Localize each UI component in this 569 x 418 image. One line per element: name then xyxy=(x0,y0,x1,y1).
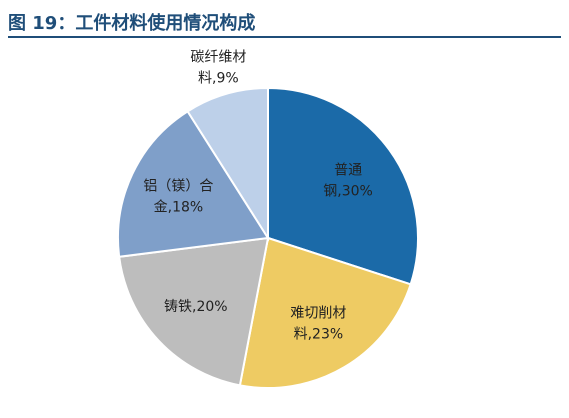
pie-label-line: 碳纤维材 xyxy=(190,50,246,66)
pie-label-line: 料,23% xyxy=(294,327,344,343)
figure-header: 图 19：工件材料使用情况构成 xyxy=(8,6,561,38)
pie-label-3: 铝（镁）合金,18% xyxy=(143,178,213,215)
pie-chart-svg: 普通钢,30% 难切削材料,23% 铸铁,20% 铝（镁）合金,18% 碳纤维材料,9% xyxy=(117,50,419,389)
pie-label-line: 铸铁,20% xyxy=(164,299,228,315)
figure-title: 图 19：工件材料使用情况构成 xyxy=(8,13,256,34)
pie-label-line: 铝（镁）合 xyxy=(143,178,213,194)
pie-label-line: 金,18% xyxy=(154,199,204,215)
pie-label-4: 碳纤维材料,9% xyxy=(190,50,246,87)
pie-label-0: 普通钢,30% xyxy=(323,162,373,199)
pie-label-line: 普通 xyxy=(334,162,362,178)
pie-label-1: 难切削材料,23% xyxy=(290,306,346,343)
pie-slice-3 xyxy=(117,109,270,258)
pie-chart: 普通钢,30% 难切削材料,23% 铸铁,20% 铝（镁）合金,18% 碳纤维材料,9% xyxy=(0,38,569,414)
pie-label-2: 铸铁,20% xyxy=(164,299,228,315)
pie-slice-1 xyxy=(238,236,412,389)
pie-label-line: 难切削材 xyxy=(290,306,346,322)
pie-slice-4 xyxy=(186,86,269,242)
pie-slice-0 xyxy=(267,86,419,286)
pie-label-line: 钢,30% xyxy=(323,183,373,199)
pie-slice-2 xyxy=(118,236,270,387)
pie-label-line: 料,9% xyxy=(198,71,239,87)
